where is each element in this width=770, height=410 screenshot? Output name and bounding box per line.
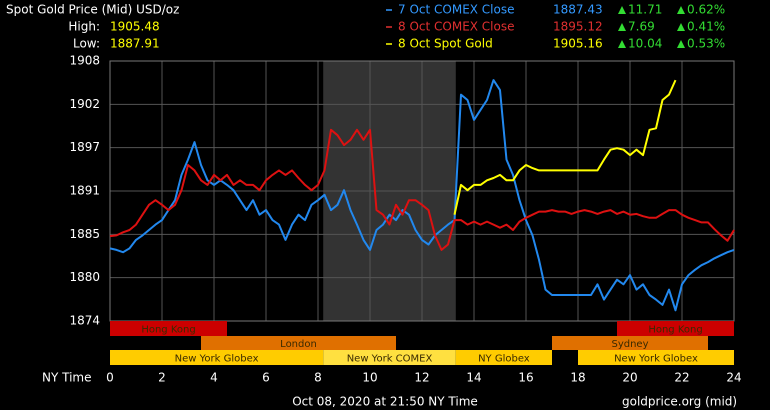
session-bar (323, 350, 456, 365)
legend-price: 1895.12 (553, 20, 603, 34)
source: goldprice.org (mid) (622, 395, 737, 409)
session-bar (110, 321, 227, 336)
legend-label: 8 Oct Spot Gold (398, 37, 493, 51)
legend-price: 1887.43 (553, 3, 603, 17)
footer: Oct 08, 2020 at 21:50 NY Time (292, 395, 478, 409)
session-bar (617, 321, 734, 336)
legend-change-pct: 0.62% (687, 3, 725, 17)
legend-change-pct: 0.53% (687, 37, 725, 51)
up-arrow (677, 6, 685, 14)
x-tick-label: 20 (622, 371, 637, 385)
series-line (109, 79, 735, 312)
session-bar (578, 350, 734, 365)
x-tick-label: 10 (362, 371, 377, 385)
session-bar (455, 350, 552, 365)
legend-label: 7 Oct COMEX Close (398, 3, 515, 17)
legend-change: 11.71 (628, 3, 662, 17)
x-tick-label: 18 (570, 371, 585, 385)
x-tick-label: 14 (466, 371, 481, 385)
x-axis-label: NY Time (42, 371, 92, 385)
low-value: 1887.91 (110, 37, 160, 51)
up-arrow (618, 6, 626, 14)
y-tick-label: 1880 (69, 270, 100, 284)
plot-border (109, 60, 735, 322)
session-label: New York Globex (614, 354, 698, 365)
up-arrow (618, 23, 626, 31)
series-line (109, 128, 735, 251)
y-tick-label: 1902 (69, 97, 100, 111)
session-label: Sydney (611, 339, 648, 350)
x-tick-label: 2 (158, 371, 166, 385)
y-tick-label: 1897 (69, 140, 100, 154)
session-label: London (280, 339, 317, 350)
chart-title: Spot Gold Price (Mid) USD/oz (6, 3, 179, 17)
x-tick-label: 12 (414, 371, 429, 385)
up-arrow (677, 23, 685, 31)
y-tick-label: 1874 (69, 314, 100, 328)
low-label: Low: (73, 37, 100, 51)
high-value: 1905.48 (110, 20, 160, 34)
legend-price: 1905.16 (553, 37, 603, 51)
x-tick-label: 8 (314, 371, 322, 385)
session-label: New York Globex (175, 354, 259, 365)
y-tick-label: 1885 (69, 227, 100, 241)
x-tick-label: 6 (262, 371, 270, 385)
y-tick-label: 1891 (69, 184, 100, 198)
session-label: Hong Kong (648, 325, 702, 336)
high-label: High: (68, 20, 100, 34)
session-label: Hong Kong (141, 325, 195, 336)
legend-change: 10.04 (628, 37, 662, 51)
session-bar (552, 336, 708, 350)
legend-label: 8 Oct COMEX Close (398, 20, 515, 34)
x-tick-label: 24 (726, 371, 741, 385)
legend-change-pct: 0.41% (687, 20, 725, 34)
up-arrow (677, 40, 685, 48)
x-tick-label: 16 (518, 371, 533, 385)
series-line (453, 79, 677, 215)
up-arrow (618, 40, 626, 48)
session-label: NY Globex (478, 354, 530, 365)
session-bar (201, 336, 396, 350)
y-tick-label: 1908 (69, 54, 100, 68)
x-tick-label: 22 (674, 371, 689, 385)
legend-change: 7.69 (628, 20, 655, 34)
session-bar (110, 350, 324, 365)
x-tick-label: 0 (106, 371, 114, 385)
session-label: New York COMEX (347, 354, 433, 365)
x-tick-label: 4 (210, 371, 218, 385)
